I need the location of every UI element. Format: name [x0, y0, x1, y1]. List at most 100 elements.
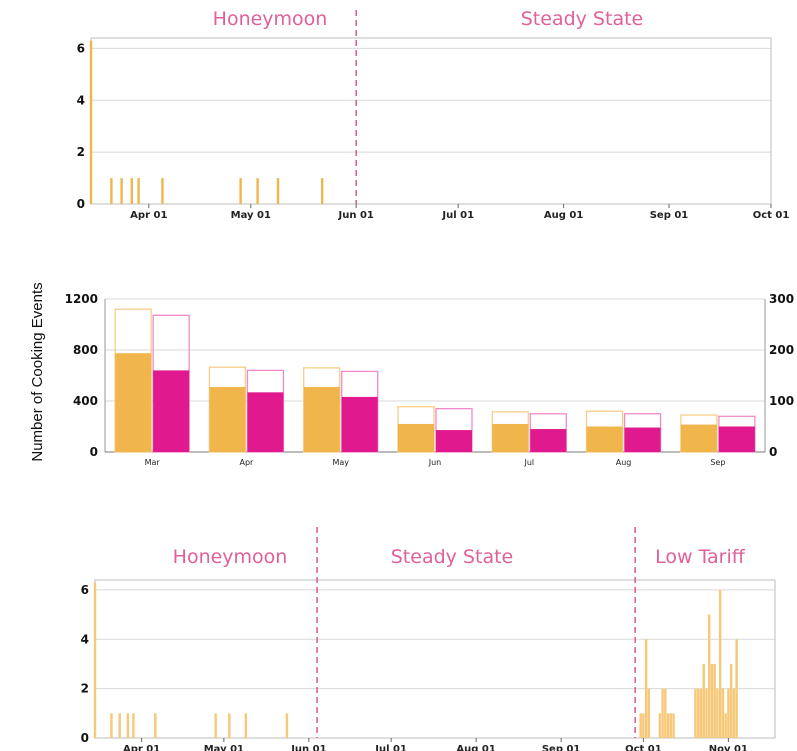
phase-label: Steady State: [391, 546, 513, 568]
event-bar: [713, 663, 716, 738]
category-label: May: [332, 458, 349, 467]
event-bar: [130, 178, 133, 204]
bar-gold: [586, 426, 623, 452]
bar-pink: [530, 429, 567, 452]
event-bar: [639, 713, 642, 738]
bar-gold: [209, 386, 246, 452]
x-tick-label: Apr 01: [130, 210, 167, 221]
x-tick-label: Sep 01: [650, 210, 689, 221]
panel-monthly-bars: 0 400 800 1200 0 100 200 300 Mar Apr May Jun Jul Aug S…: [65, 292, 794, 467]
y-tick-label: 800: [73, 343, 98, 357]
bar-gold: [303, 386, 340, 452]
event-bar: [239, 178, 242, 204]
x-tick-label: Jul 01: [441, 210, 474, 221]
event-bar: [658, 713, 662, 738]
event-bar: [161, 178, 164, 204]
x-tick-label: Jun 01: [290, 744, 326, 751]
event-bar: [642, 713, 645, 738]
y-tick-label: 2: [77, 145, 85, 159]
event-bar: [702, 663, 705, 738]
event-bar: [321, 178, 324, 204]
event-bar: [710, 663, 714, 738]
bar-gold: [680, 424, 717, 452]
y2-tick-label: 200: [769, 343, 794, 357]
event-bar: [256, 178, 259, 204]
bar-pink: [718, 426, 755, 452]
event-bar: [664, 688, 667, 738]
event-bar: [721, 688, 725, 738]
y-tick-label: 2: [81, 682, 89, 696]
y-tick-label: 0: [90, 445, 98, 459]
phase-label: Low Tariff: [655, 546, 746, 568]
event-bar: [716, 688, 719, 738]
x-tick-label: Jul 01: [374, 744, 407, 751]
category-label: Mar: [145, 458, 161, 467]
event-bar: [214, 713, 217, 738]
y-axis-label: Number of Cooking Events: [29, 282, 46, 461]
event-bar: [735, 639, 738, 738]
event-bar: [724, 713, 727, 738]
bar-pink: [341, 396, 378, 452]
x-tick-label: Aug 01: [456, 744, 495, 751]
event-bar: [126, 713, 130, 738]
x-tick-label: Apr 01: [123, 744, 160, 751]
event-bar: [669, 713, 673, 738]
event-bar: [707, 614, 711, 738]
phase-label: Honeymoon: [173, 546, 288, 568]
event-bar: [137, 178, 140, 204]
event-bar: [93, 582, 97, 738]
y-tick-label: 4: [81, 632, 89, 646]
x-tick-label: Sep 01: [542, 744, 581, 751]
event-bar: [120, 178, 123, 204]
event-bar: [672, 713, 675, 738]
y2-tick-label: 300: [769, 292, 794, 306]
y-tick-label: 0: [81, 731, 89, 745]
category-label: Jul: [523, 458, 534, 467]
y2-tick-label: 0: [769, 445, 777, 459]
y-tick-label: 4: [77, 93, 85, 107]
bar-pink: [436, 430, 472, 452]
x-tick-label: Nov 01: [709, 744, 748, 751]
x-tick-label: Aug 01: [544, 210, 583, 221]
y-tick-label: 1200: [65, 292, 98, 306]
event-bar: [644, 639, 648, 738]
category-label: Jun: [428, 458, 442, 467]
y-tick-label: 6: [77, 41, 85, 55]
bar-gold: [492, 423, 529, 452]
event-bar: [705, 688, 708, 738]
bar-gold: [398, 423, 434, 452]
phase-label: Steady State: [521, 8, 643, 30]
category-label: Aug: [616, 458, 632, 467]
y2-tick-label: 100: [769, 394, 794, 408]
event-bar: [244, 713, 248, 738]
event-bar: [110, 713, 113, 738]
event-bar: [228, 713, 231, 738]
x-tick-label: Oct 01: [753, 210, 790, 221]
event-bar: [647, 688, 651, 738]
event-bar: [285, 713, 289, 738]
phase-label: Honeymoon: [213, 8, 328, 30]
x-tick-label: May 01: [204, 744, 244, 751]
event-bar: [718, 589, 722, 738]
event-bar: [694, 688, 697, 738]
event-bar: [699, 688, 703, 738]
event-bar: [697, 688, 700, 738]
y-tick-label: 0: [77, 197, 85, 211]
event-bar: [132, 713, 135, 738]
event-bar: [666, 713, 670, 738]
event-bar: [732, 688, 736, 738]
event-bar: [276, 178, 280, 204]
event-bar: [89, 40, 93, 204]
event-bar: [727, 688, 730, 738]
panel-bottom-timeline: 0 2 4 6 Apr 01 May 01 Jun 01 Jul 01 Aug 01 Sep 01…: [81, 527, 776, 751]
bar-gold: [115, 353, 152, 452]
event-bar: [110, 178, 113, 204]
event-bar: [118, 713, 121, 738]
event-bar: [154, 713, 157, 738]
category-label: Apr: [240, 458, 255, 467]
x-tick-label: May 01: [231, 210, 271, 221]
x-tick-label: Oct 01: [625, 744, 662, 751]
bar-pink: [153, 370, 190, 452]
panel-top-timeline: 0 2 4 6 Apr 01 May 01 Jun 01 Jul 01 Aug 01 Sep 01…: [77, 8, 790, 221]
